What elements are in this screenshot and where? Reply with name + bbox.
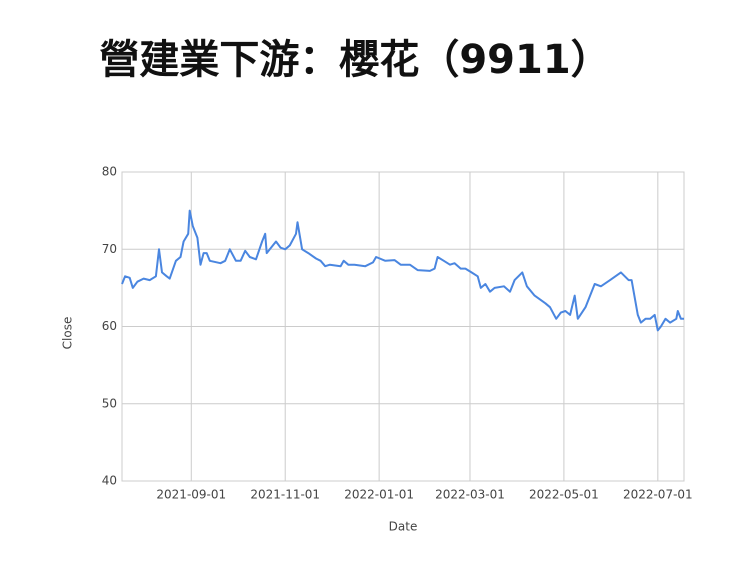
y-tick-label: 70 <box>102 242 117 256</box>
y-tick-label: 80 <box>102 165 117 179</box>
price-line <box>121 209 684 332</box>
x-axis-label: Date <box>389 520 418 534</box>
y-axis-label: Close <box>61 317 75 350</box>
y-tick-label: 50 <box>102 396 117 410</box>
chart-title: 營建業下游：櫻花（9911） <box>99 37 610 83</box>
x-tick-label: 2022-07-01 <box>623 488 693 502</box>
x-tick-label: 2021-09-01 <box>156 488 226 502</box>
x-tick-label: 2022-05-01 <box>529 488 599 502</box>
y-tick-label: 40 <box>102 474 117 488</box>
x-tick-label: 2021-11-01 <box>250 488 320 502</box>
x-tick-label: 2022-03-01 <box>435 488 505 502</box>
y-tick-label: 60 <box>102 319 117 333</box>
x-tick-label: 2022-01-01 <box>344 488 414 502</box>
